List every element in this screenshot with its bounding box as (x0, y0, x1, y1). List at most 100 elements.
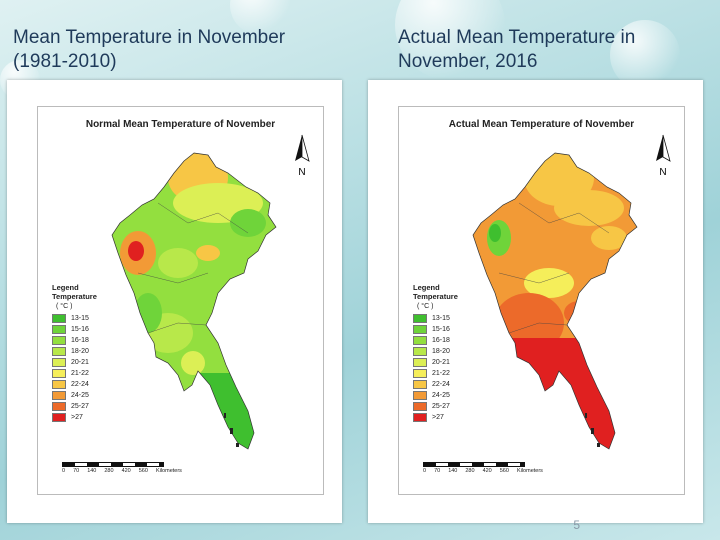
scale-label: 70 (434, 468, 441, 474)
legend-swatch (52, 314, 66, 323)
legend-swatch (413, 314, 427, 323)
legend-item: 18-20 (413, 346, 458, 357)
scale-label: 70 (73, 468, 80, 474)
legend-label: 21-22 (71, 370, 89, 377)
north-label: N (659, 167, 666, 178)
legend-item: 24-25 (52, 390, 97, 401)
legend-label: 24-25 (71, 392, 89, 399)
scale-labels: 0 70 140 280 420 560 Kilometers (62, 468, 182, 474)
legend-item: 22-24 (413, 379, 458, 390)
legend-label: 24-25 (432, 392, 450, 399)
legend-label: 18-20 (432, 348, 450, 355)
legend-rows: 13-15 15-16 16-18 18-20 20-21 21-22 22-24 24-25… (52, 313, 97, 423)
legend-item: 21-22 (52, 368, 97, 379)
legend-label: 16-18 (71, 337, 89, 344)
legend-item: 25-27 (413, 401, 458, 412)
legend-swatch (413, 402, 427, 411)
legend-swatch (413, 336, 427, 345)
map-frame: Actual Mean Temperature of November N (398, 106, 685, 495)
map-title: Normal Mean Temperature of November (85, 119, 276, 130)
legend-swatch (52, 358, 66, 367)
legend-item: 16-18 (413, 335, 458, 346)
legend-swatch (413, 325, 427, 334)
legend-unit: ( °C ) (56, 303, 73, 310)
map-legend: Legend Temperature ( °C ) 13-15 15-16 16-1… (413, 283, 458, 423)
legend-swatch (413, 391, 427, 400)
scale-label: 420 (482, 468, 492, 474)
legend-swatch (413, 358, 427, 367)
legend-item: 13-15 (52, 313, 97, 324)
scale-label: 560 (499, 468, 509, 474)
map-frame: Normal Mean Temperature of November N (37, 106, 324, 495)
legend-swatch (52, 380, 66, 389)
north-arrow-icon: N (295, 134, 310, 178)
legend-swatch (52, 336, 66, 345)
scale-label: 140 (448, 468, 458, 474)
scale-unit: Kilometers (516, 468, 543, 474)
decor-bubble (610, 20, 680, 90)
north-label: N (298, 167, 305, 178)
legend-item: 15-16 (413, 324, 458, 335)
legend-rows: 13-15 15-16 16-18 18-20 20-21 21-22 22-24 24-25… (413, 313, 458, 423)
legend-label: 22-24 (71, 381, 89, 388)
legend-label: 16-18 (432, 337, 450, 344)
legend-swatch (413, 413, 427, 422)
scale-unit: Kilometers (155, 468, 182, 474)
scale-labels: 0 70 140 280 420 560 Kilometers (423, 468, 543, 474)
legend-label: >27 (432, 414, 444, 421)
scale-label: 280 (104, 468, 114, 474)
legend-swatch (52, 413, 66, 422)
legend-label: 20-21 (432, 359, 450, 366)
legend-item: 20-21 (52, 357, 97, 368)
legend-label: 25-27 (71, 403, 89, 410)
legend-item: 21-22 (413, 368, 458, 379)
scale-label: 560 (138, 468, 148, 474)
legend-item: 16-18 (52, 335, 97, 346)
actual-map-panel: Actual Mean Temperature of November N (368, 80, 703, 523)
scale-label: 140 (87, 468, 97, 474)
legend-label: 20-21 (71, 359, 89, 366)
legend-swatch (413, 380, 427, 389)
scale-bar: 0 70 140 280 420 560 Kilometers (423, 462, 543, 480)
legend-unit: ( °C ) (417, 303, 434, 310)
scale-bar-graphic (423, 462, 525, 467)
legend-item: 13-15 (413, 313, 458, 324)
left-slide-title: Mean Temperature in November (1981-2010) (13, 27, 286, 72)
legend-label: 15-16 (71, 326, 89, 333)
legend-label: >27 (71, 414, 83, 421)
legend-title: Legend (413, 283, 440, 292)
normal-map-panel: Normal Mean Temperature of November N (7, 80, 342, 523)
legend-label: 22-24 (432, 381, 450, 388)
legend-item: 24-25 (413, 390, 458, 401)
legend-swatch (52, 391, 66, 400)
north-arrow-icon: N (656, 134, 671, 178)
page-number: 5 (573, 518, 580, 532)
scale-bar: 0 70 140 280 420 560 Kilometers (62, 462, 182, 480)
legend-swatch (413, 369, 427, 378)
legend-swatch (52, 369, 66, 378)
scale-label: 0 (62, 468, 66, 474)
legend-subtitle: Temperature (413, 292, 458, 301)
legend-item: >27 (52, 412, 97, 423)
legend-label: 25-27 (432, 403, 450, 410)
scale-label: 0 (423, 468, 427, 474)
legend-item: 25-27 (52, 401, 97, 412)
legend-label: 21-22 (432, 370, 450, 377)
legend-item: 22-24 (52, 379, 97, 390)
legend-label: 15-16 (432, 326, 450, 333)
temperature-map (111, 152, 277, 450)
legend-subtitle: Temperature (52, 292, 97, 301)
legend-label: 13-15 (71, 315, 89, 322)
legend-item: 18-20 (52, 346, 97, 357)
legend-item: 20-21 (413, 357, 458, 368)
legend-label: 18-20 (71, 348, 89, 355)
map-title: Actual Mean Temperature of November (448, 119, 635, 130)
legend-title: Legend (52, 283, 79, 292)
legend-swatch (52, 325, 66, 334)
legend-swatch (413, 347, 427, 356)
map-legend: Legend Temperature ( °C ) 13-15 15-16 16-1… (52, 283, 97, 423)
legend-swatch (52, 402, 66, 411)
legend-item: 15-16 (52, 324, 97, 335)
scale-label: 280 (465, 468, 475, 474)
right-slide-title: Actual Mean Temperature in November, 201… (398, 27, 636, 72)
